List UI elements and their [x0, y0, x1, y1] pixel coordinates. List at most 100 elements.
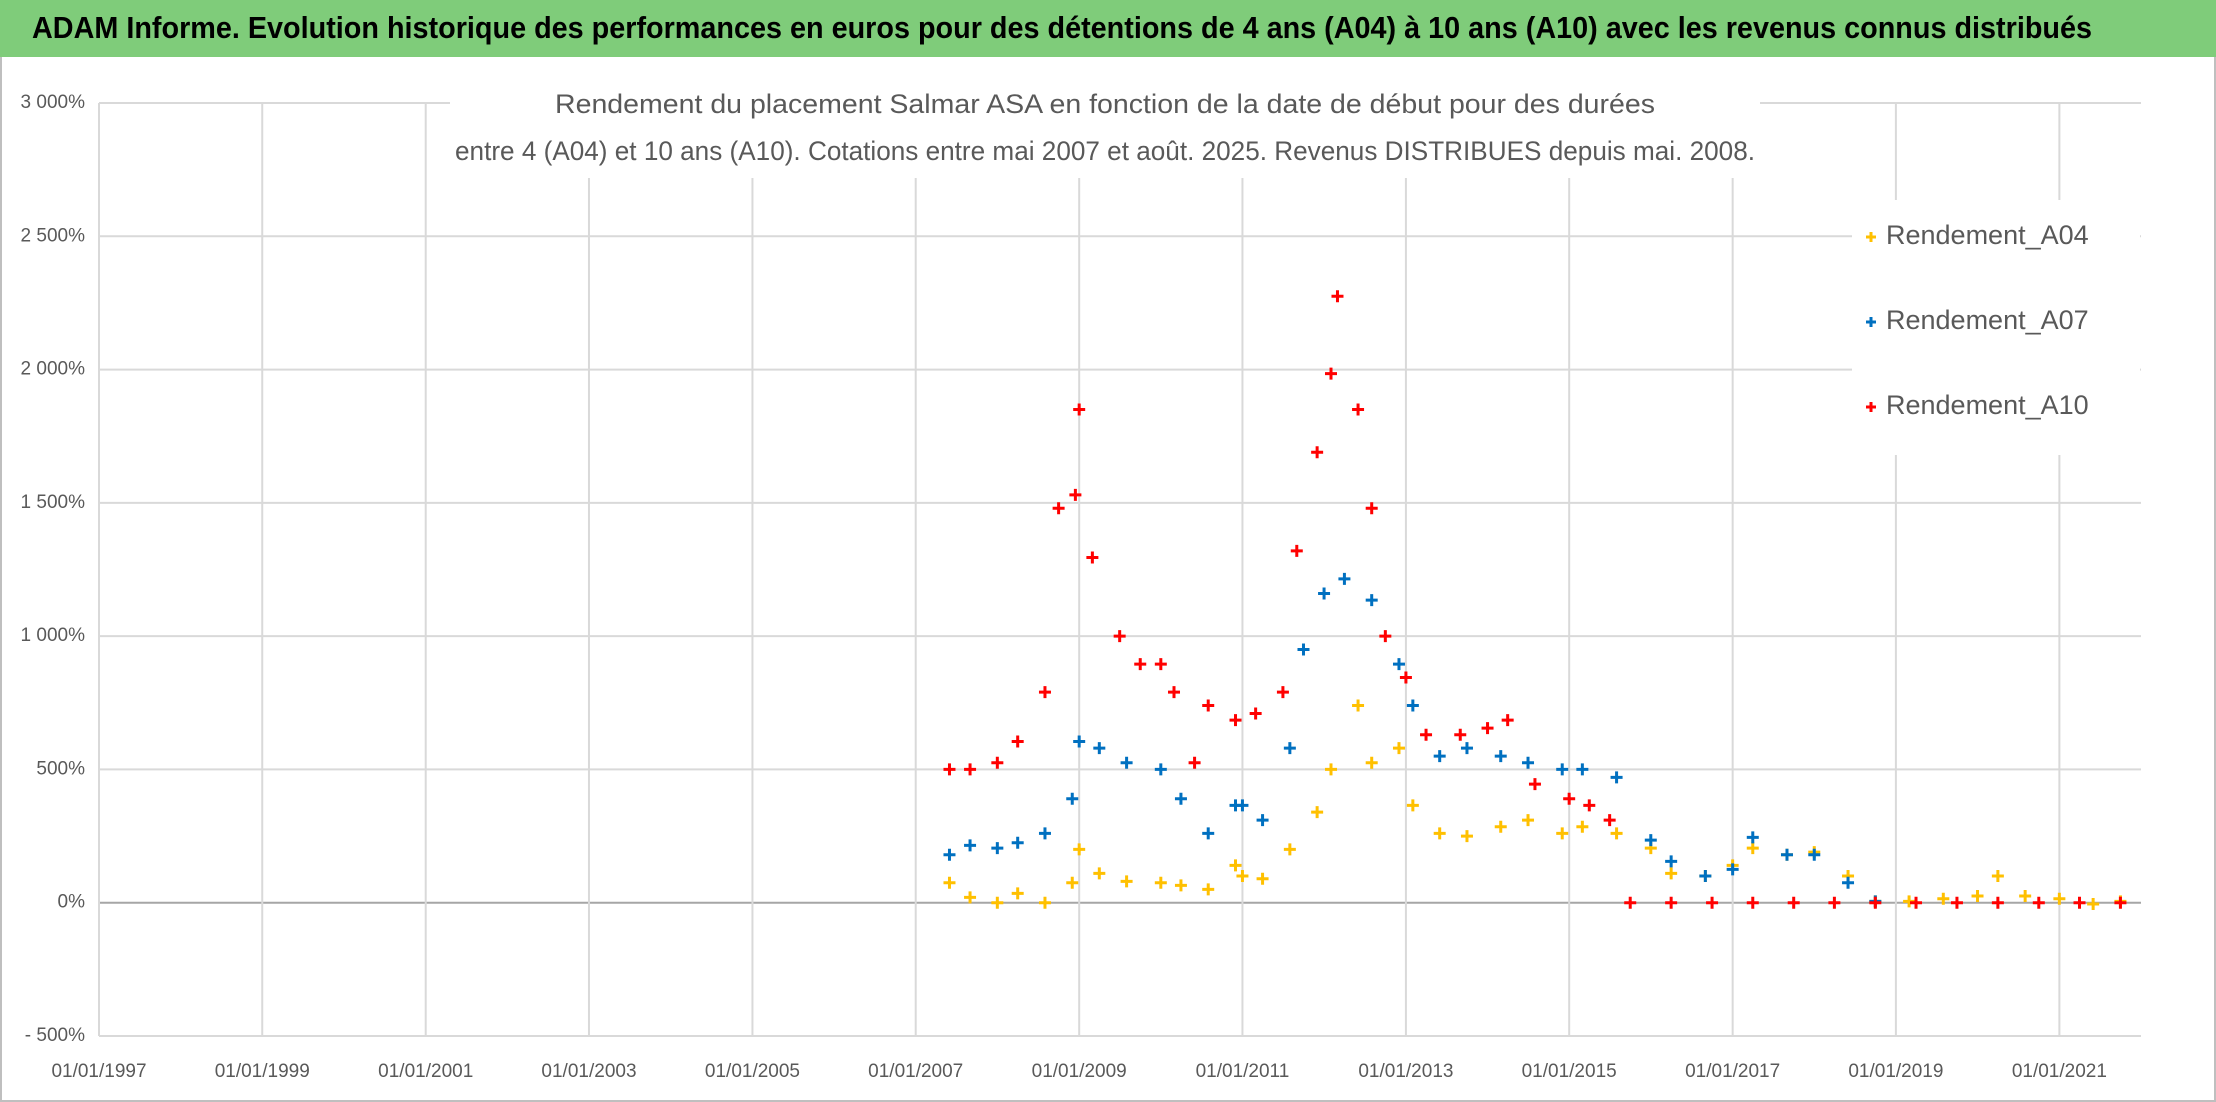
- data-point: [1563, 792, 1576, 805]
- data-point: [1726, 863, 1739, 876]
- x-tick-label: 01/01/2013: [1358, 1061, 1453, 1082]
- y-tick-label: 0%: [58, 892, 86, 913]
- data-point: [1249, 707, 1262, 720]
- data-point: [1331, 290, 1344, 303]
- y-tick-label: 2 000%: [21, 359, 86, 380]
- data-point: [1011, 735, 1024, 748]
- data-point: [1494, 750, 1507, 763]
- data-point: [1283, 742, 1296, 755]
- chart-title: entre 4 (A04) et 10 ans (A10). Cotations…: [455, 136, 1755, 166]
- data-point: [1399, 671, 1412, 684]
- data-point: [1460, 742, 1473, 755]
- data-point: [1937, 892, 1950, 905]
- data-point: [1352, 699, 1365, 712]
- data-point: [1113, 630, 1126, 643]
- data-point: [1365, 502, 1378, 515]
- x-tick-label: 01/01/2003: [541, 1061, 636, 1082]
- legend-label: Rendement_A04: [1886, 220, 2089, 250]
- data-point: [1522, 756, 1535, 769]
- data-point: [2019, 890, 2032, 903]
- data-point: [1665, 896, 1678, 909]
- x-tick-label: 01/01/2021: [2012, 1061, 2107, 1082]
- data-point: [1808, 848, 1821, 861]
- data-point: [1869, 896, 1882, 909]
- data-point: [1433, 827, 1446, 840]
- data-point: [1073, 843, 1086, 856]
- data-point: [1154, 658, 1167, 671]
- data-point: [1338, 572, 1351, 585]
- data-point: [1073, 735, 1086, 748]
- header-title: ADAM Informe. Evolution historique des p…: [32, 10, 2092, 45]
- data-point: [1236, 870, 1249, 883]
- data-point: [1522, 814, 1535, 827]
- title-background: [450, 82, 1760, 178]
- legend-label: Rendement_A10: [1886, 390, 2089, 420]
- data-point: [1311, 806, 1324, 819]
- data-point: [1780, 848, 1793, 861]
- data-point: [1406, 699, 1419, 712]
- data-point: [1787, 896, 1800, 909]
- data-point: [2073, 896, 2086, 909]
- data-point: [1174, 879, 1187, 892]
- data-point: [1290, 544, 1303, 557]
- legend-marker: [1866, 402, 1876, 412]
- data-point: [1174, 792, 1187, 805]
- data-point: [1202, 827, 1215, 840]
- data-point: [1066, 792, 1079, 805]
- data-point: [1842, 876, 1855, 889]
- data-point: [943, 876, 956, 889]
- data-point: [1202, 699, 1215, 712]
- data-point: [1154, 763, 1167, 776]
- data-point: [1188, 756, 1201, 769]
- data-point: [1276, 686, 1289, 699]
- x-tick-label: 01/01/1999: [215, 1061, 310, 1082]
- data-point: [1236, 799, 1249, 812]
- data-point: [991, 756, 1004, 769]
- x-tick-label: 01/01/2017: [1685, 1061, 1780, 1082]
- plot-area: - 500% 0% 500% 1 000% 1 500% 2 000% 2 500% 3 00…: [21, 92, 2141, 1082]
- data-point: [1038, 827, 1051, 840]
- x-tick-label: 01/01/2015: [1522, 1061, 1617, 1082]
- data-point: [1120, 875, 1133, 888]
- x-tick-label: 01/01/2001: [378, 1061, 473, 1082]
- x-tick-label: 01/01/2009: [1032, 1061, 1127, 1082]
- data-point: [1576, 763, 1589, 776]
- data-point: [1433, 750, 1446, 763]
- data-point: [2114, 896, 2127, 909]
- data-point: [1229, 714, 1242, 727]
- legend-label: Rendement_A07: [1886, 305, 2089, 335]
- data-point: [964, 763, 977, 776]
- data-point: [1352, 403, 1365, 416]
- data-point: [1256, 814, 1269, 827]
- data-point: [1229, 859, 1242, 872]
- data-point: [1093, 867, 1106, 880]
- data-point: [1011, 836, 1024, 849]
- x-tick-label: 01/01/2005: [705, 1061, 800, 1082]
- data-point: [1392, 658, 1405, 671]
- data-point: [991, 896, 1004, 909]
- legend-box: [1852, 200, 2140, 455]
- y-tick-label: 2 500%: [21, 225, 86, 246]
- data-point: [2053, 892, 2066, 905]
- data-point: [1011, 887, 1024, 900]
- data-point: [1406, 799, 1419, 812]
- x-tick-label: 01/01/2019: [1848, 1061, 1943, 1082]
- data-point: [1454, 728, 1467, 741]
- data-point: [1971, 890, 1984, 903]
- y-tick-label: 3 000%: [21, 92, 86, 113]
- data-point: [1583, 799, 1596, 812]
- data-point: [1665, 867, 1678, 880]
- data-point: [1494, 820, 1507, 833]
- data-point: [1556, 827, 1569, 840]
- y-tick-label: - 500%: [25, 1025, 85, 1046]
- legend-marker: [1866, 317, 1876, 327]
- data-point: [1624, 896, 1637, 909]
- data-point: [1528, 778, 1541, 791]
- data-point: [1420, 728, 1433, 741]
- data-point: [1168, 686, 1181, 699]
- data-point: [1950, 896, 1963, 909]
- data-point: [1746, 896, 1759, 909]
- data-point: [1706, 896, 1719, 909]
- data-point: [1610, 771, 1623, 784]
